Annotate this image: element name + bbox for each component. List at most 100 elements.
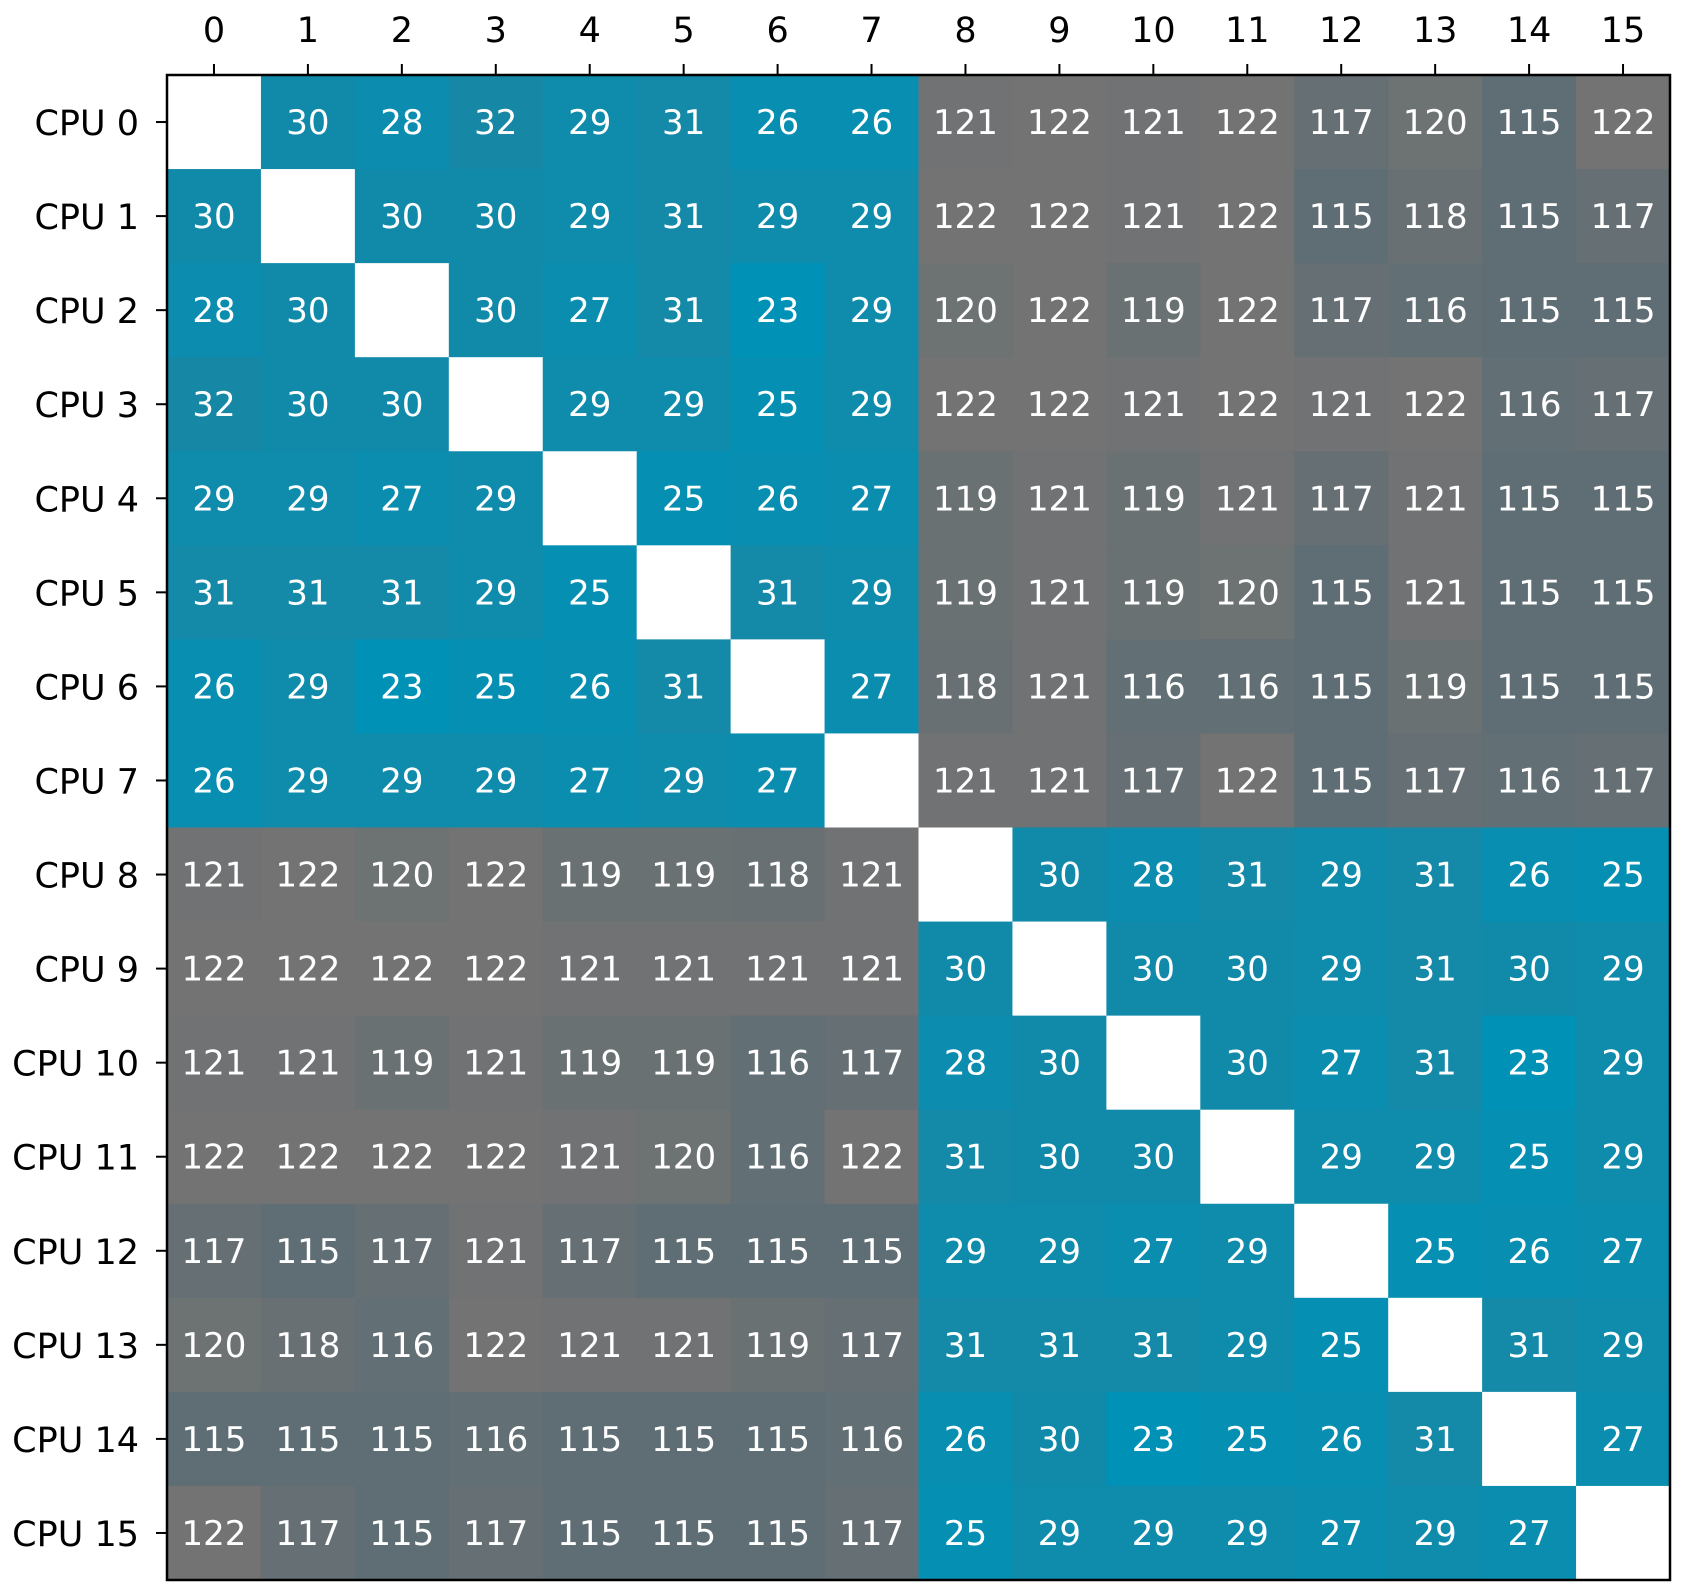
heatmap-cell [354, 1485, 450, 1581]
cell-value-label: 31 [944, 1326, 987, 1366]
heatmap-cell [1012, 921, 1107, 1017]
heatmap-cell [1576, 451, 1671, 546]
heatmap-cell [167, 263, 262, 358]
cell-value-label: 122 [1215, 103, 1280, 143]
cell-value-label: 26 [1507, 856, 1550, 896]
cell-value-label: 28 [192, 291, 235, 331]
heatmap-cell [1200, 1015, 1295, 1111]
cell-value-label: 122 [463, 1326, 528, 1366]
cell-value-label: 29 [1226, 1232, 1269, 1272]
cell-value-label: 29 [568, 197, 611, 237]
heatmap-cell [1106, 545, 1201, 640]
heatmap-cell [1106, 357, 1201, 452]
x-tick-label: 10 [1131, 11, 1176, 51]
cell-value-label: 29 [1320, 856, 1363, 896]
heatmap-cell [1106, 451, 1201, 546]
cell-value-label: 118 [275, 1326, 340, 1366]
heatmap-cell [730, 75, 826, 170]
cell-value-label: 115 [1309, 667, 1374, 707]
heatmap-cell [260, 1109, 356, 1205]
heatmap-cell [824, 1391, 920, 1487]
heatmap-cell [1200, 263, 1295, 358]
heatmap-cell [1576, 1203, 1671, 1299]
cell-value-label: 122 [1215, 761, 1280, 801]
cell-value-label: 117 [275, 1514, 340, 1554]
heatmap-cell [730, 451, 826, 546]
x-tick-label: 6 [766, 11, 788, 51]
heatmap-cell [354, 921, 450, 1017]
cell-value-label: 31 [1038, 1326, 1081, 1366]
heatmap-cell [636, 1297, 732, 1393]
heatmap-cell [636, 169, 732, 264]
heatmap-cell [636, 733, 732, 829]
y-tick-label: CPU 3 [34, 386, 139, 426]
cell-value-label: 119 [1121, 479, 1186, 519]
heatmap-cell [730, 1391, 826, 1487]
cell-value-label: 32 [192, 385, 235, 425]
cell-value-label: 122 [182, 1138, 247, 1178]
cell-value-label: 30 [1132, 950, 1175, 990]
cell-value-label: 115 [369, 1420, 434, 1460]
heatmap-cell [824, 827, 920, 923]
heatmap-cell [824, 921, 920, 1017]
cell-value-label: 30 [380, 197, 423, 237]
x-tick-label: 5 [673, 11, 695, 51]
cell-value-label: 29 [1038, 1514, 1081, 1554]
y-tick-label: CPU 9 [34, 951, 139, 991]
cell-value-label: 121 [1027, 573, 1092, 613]
cell-value-label: 30 [944, 950, 987, 990]
heatmap-cell [1012, 1109, 1107, 1205]
heatmap-cell [260, 1485, 356, 1581]
x-tick-label: 2 [391, 11, 413, 51]
cell-value-label: 116 [1403, 291, 1468, 331]
heatmap-cell [1106, 75, 1201, 170]
heatmap-cell [1388, 827, 1483, 923]
heatmap-cell [448, 545, 544, 640]
cell-value-label: 115 [1309, 197, 1374, 237]
cell-value-label: 26 [850, 103, 893, 143]
heatmap-cell [1388, 1485, 1483, 1581]
heatmap-cell [1106, 1015, 1201, 1111]
cell-value-label: 31 [662, 197, 705, 237]
y-tick-label: CPU 2 [34, 292, 139, 332]
heatmap-cell [730, 1203, 826, 1299]
heatmap-cell [1576, 545, 1671, 640]
cell-value-label: 26 [1320, 1420, 1363, 1460]
heatmap-cell [1294, 75, 1389, 170]
heatmap-cell [918, 263, 1014, 358]
heatmap-cell [260, 1297, 356, 1393]
heatmap-cell [354, 1297, 450, 1393]
cell-value-label: 29 [1226, 1326, 1269, 1366]
heatmap-cell [730, 357, 826, 452]
cell-value-label: 119 [1403, 667, 1468, 707]
cell-value-label: 29 [850, 573, 893, 613]
cell-value-label: 25 [1226, 1420, 1269, 1460]
heatmap-cell [167, 733, 262, 829]
heatmap-cell [448, 169, 544, 264]
cell-value-label: 27 [1601, 1420, 1644, 1460]
heatmap-cell [918, 1297, 1014, 1393]
heatmap-cell [636, 75, 732, 170]
cell-value-label: 115 [1497, 197, 1562, 237]
cell-value-label: 115 [839, 1232, 904, 1272]
cell-value-label: 27 [568, 761, 611, 801]
y-tick-label: CPU 4 [34, 480, 139, 520]
cell-value-label: 121 [1027, 761, 1092, 801]
heatmap-cell [542, 1109, 638, 1205]
cell-value-label: 121 [1027, 479, 1092, 519]
cell-value-label: 29 [1601, 1044, 1644, 1084]
cell-value-label: 25 [1414, 1232, 1457, 1272]
cell-value-label: 122 [1215, 291, 1280, 331]
heatmap-cell [1576, 921, 1671, 1017]
cell-value-label: 27 [1132, 1232, 1175, 1272]
heatmap-cell [542, 827, 638, 923]
heatmap-cell [824, 1297, 920, 1393]
y-tick-label: CPU 13 [12, 1327, 139, 1367]
heatmap-cell [1200, 827, 1295, 923]
heatmap-cell [1576, 733, 1671, 829]
heatmap-cell [354, 263, 450, 358]
cell-value-label: 29 [850, 385, 893, 425]
heatmap-cell [730, 1015, 826, 1111]
cell-value-label: 26 [192, 667, 235, 707]
